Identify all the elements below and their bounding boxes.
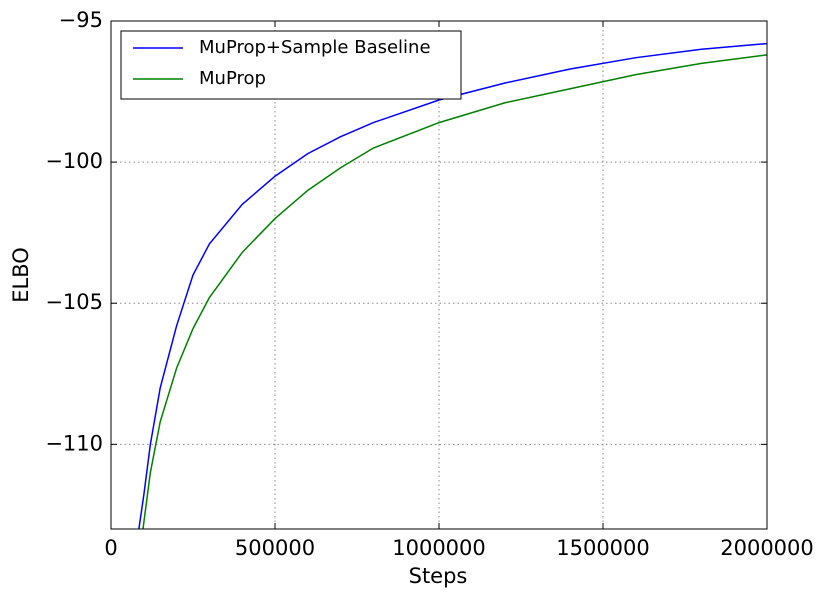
x-tick-label: 1000000	[392, 536, 486, 560]
x-tick-label: 0	[104, 536, 117, 560]
legend-label: MuProp	[199, 68, 266, 89]
y-tick-label: −105	[45, 290, 103, 314]
plot-frame	[110, 20, 768, 530]
x-tick-label: 2000000	[720, 536, 814, 560]
legend-box	[120, 30, 462, 100]
y-tick-label: −110	[45, 431, 103, 455]
line-series	[142, 54, 768, 530]
y-axis-label: ELBO	[9, 247, 33, 303]
x-tick-label: 1500000	[556, 536, 650, 560]
x-tick-label: 500000	[235, 536, 315, 560]
y-tick-label: −95	[59, 8, 103, 32]
legend-label: MuProp+Sample Baseline	[199, 37, 431, 58]
line-series	[138, 42, 768, 530]
x-axis-label: Steps	[409, 564, 468, 588]
legend: MuProp+Sample Baseline MuProp	[120, 30, 462, 100]
y-tick-label: −100	[45, 149, 103, 173]
